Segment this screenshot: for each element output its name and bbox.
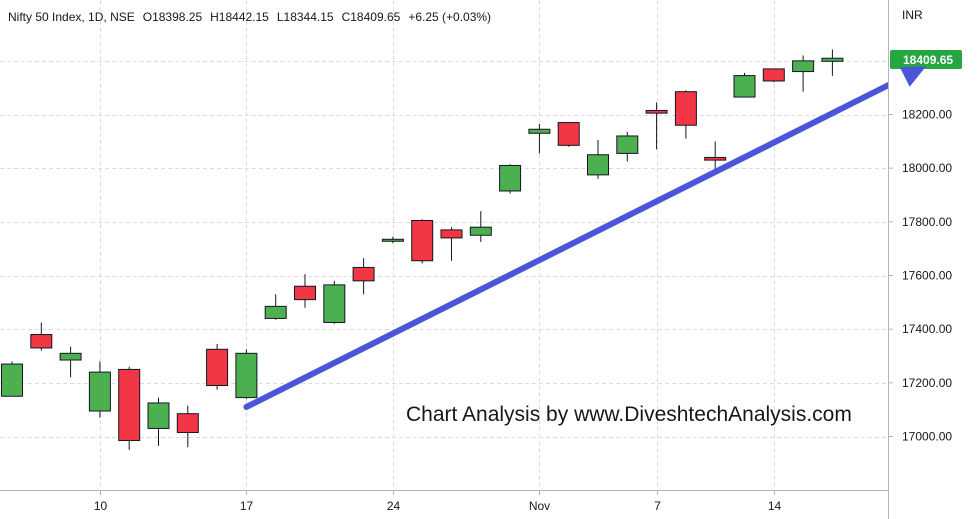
candle xyxy=(118,366,141,450)
candle xyxy=(616,131,639,162)
candle-body xyxy=(206,348,229,387)
candle-body xyxy=(645,109,668,114)
candlestick-series xyxy=(1,49,844,450)
candle-body xyxy=(440,229,463,239)
candle-body xyxy=(235,352,258,399)
candle-body xyxy=(352,266,375,282)
y-tick-label: 17000.00 xyxy=(902,430,952,444)
x-tick-label: 14 xyxy=(768,499,782,513)
trend-arrow-head xyxy=(899,66,927,87)
candle xyxy=(528,123,551,154)
candle xyxy=(88,361,111,418)
candle-body xyxy=(499,164,522,192)
candle-body xyxy=(616,135,639,154)
candle xyxy=(469,211,492,242)
y-tick-label: 18200.00 xyxy=(902,108,952,122)
candle-body xyxy=(147,402,170,429)
candle-body xyxy=(59,352,82,361)
x-tick-label: 17 xyxy=(240,499,254,513)
trend-arrow-layer xyxy=(243,73,908,410)
candle-body xyxy=(792,60,815,73)
candle-body xyxy=(381,238,404,242)
x-tick-label: 24 xyxy=(387,499,401,513)
y-tick-label: 17600.00 xyxy=(902,269,952,283)
candle-body xyxy=(821,57,844,62)
candle xyxy=(323,280,346,324)
candle xyxy=(440,227,463,261)
y-tick-label: 18000.00 xyxy=(902,161,952,175)
last-price-label: 18409.65 xyxy=(903,53,953,67)
candle xyxy=(557,122,580,147)
candle-body xyxy=(557,122,580,146)
last-price-badge: 18409.65 xyxy=(890,50,962,69)
chart-watermark: Chart Analysis by www.DiveshtechAnalysis… xyxy=(406,403,852,426)
candle-body xyxy=(674,91,697,126)
candle-body xyxy=(733,75,756,98)
candle xyxy=(147,397,170,446)
candle xyxy=(352,258,375,295)
price-axis-panel[interactable] xyxy=(888,0,978,519)
high-value: H18442.15 xyxy=(210,10,269,24)
candle xyxy=(411,219,434,264)
x-tick-label: 7 xyxy=(654,499,661,513)
candle-body xyxy=(411,219,434,262)
header-legend: Nifty 50 Index, 1D, NSE O18398.25 H18442.1… xyxy=(8,10,491,24)
price-axis: 17000.00 17200.00 17400.00 17600.00 17800.00… xyxy=(888,108,952,444)
currency-label: INR xyxy=(902,8,923,22)
candle-body xyxy=(469,226,492,236)
candle-body xyxy=(30,334,53,349)
time-axis: 10 17 24 Nov 7 14 xyxy=(94,490,782,513)
candle xyxy=(264,294,287,320)
candle xyxy=(499,164,522,194)
candle xyxy=(733,72,756,98)
candle-body xyxy=(294,285,316,301)
candle xyxy=(674,90,697,139)
trend-arrow-shaft xyxy=(243,73,908,410)
candle xyxy=(59,346,82,378)
candle xyxy=(587,139,609,179)
candle-body xyxy=(528,128,551,134)
candle-body xyxy=(323,284,346,323)
y-tick-label: 17800.00 xyxy=(902,215,952,229)
candle xyxy=(30,322,53,351)
y-tick-label: 17200.00 xyxy=(902,376,952,390)
chart-grid xyxy=(0,0,888,490)
candle xyxy=(381,236,404,244)
candle xyxy=(821,49,844,76)
symbol-name: Nifty 50 Index xyxy=(8,10,81,24)
candle-body xyxy=(88,371,111,412)
candle-body xyxy=(704,156,727,161)
interval: 1D xyxy=(88,10,104,24)
candle xyxy=(762,68,785,83)
change-value: +6.25 (+0.03%) xyxy=(408,10,491,24)
candle-body xyxy=(176,413,199,433)
candle-body xyxy=(762,68,785,82)
candle xyxy=(704,141,727,174)
candle xyxy=(206,343,229,390)
candle xyxy=(1,361,23,397)
exchange: NSE xyxy=(110,10,135,24)
close-value: C18409.65 xyxy=(342,10,401,24)
trend-arrow-head-layer xyxy=(899,66,927,87)
x-tick-label: Nov xyxy=(529,499,550,513)
open-value: O18398.25 xyxy=(143,10,203,24)
candle-body xyxy=(264,305,287,319)
candle xyxy=(176,405,199,448)
candle xyxy=(645,102,668,150)
candle xyxy=(235,349,258,399)
candle xyxy=(294,274,316,308)
low-value: L18344.15 xyxy=(277,10,334,24)
y-tick-label: 17400.00 xyxy=(902,322,952,336)
candle xyxy=(792,55,815,92)
x-tick-label: 10 xyxy=(94,499,108,513)
candle-body xyxy=(118,368,141,442)
candle-body xyxy=(1,363,23,397)
candle-body xyxy=(587,154,609,176)
